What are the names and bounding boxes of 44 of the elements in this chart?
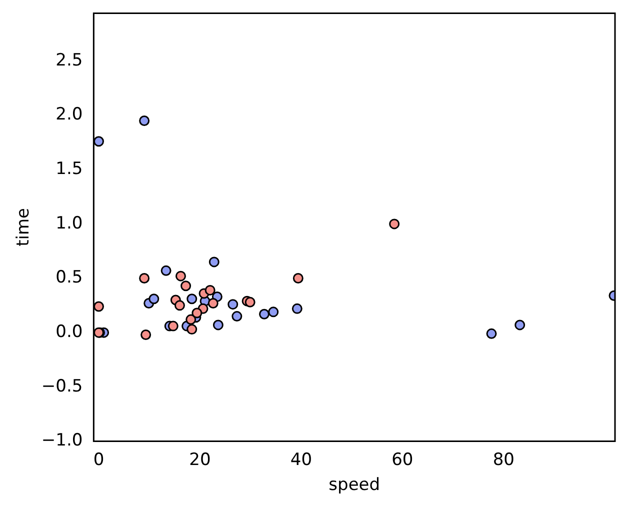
point xyxy=(148,294,160,304)
point xyxy=(486,328,497,339)
point xyxy=(94,136,104,147)
y-tick-label: −0.5 xyxy=(41,376,83,396)
point xyxy=(292,273,304,284)
point xyxy=(175,270,186,282)
point xyxy=(160,265,172,276)
point xyxy=(259,308,270,320)
point xyxy=(208,298,218,308)
point xyxy=(186,324,198,335)
point xyxy=(514,320,526,330)
point xyxy=(208,256,220,268)
point xyxy=(180,280,192,292)
point xyxy=(244,296,256,308)
point xyxy=(192,308,202,318)
y-tick-label: 0.0 xyxy=(56,322,83,342)
x-tick-label: 0 xyxy=(93,450,104,470)
y-tick-label: 2.0 xyxy=(56,104,83,125)
x-tick-label: 60 xyxy=(392,450,414,470)
x-axis-title: speed xyxy=(328,475,380,496)
point xyxy=(139,115,150,126)
x-tick-label: 80 xyxy=(492,450,514,470)
x-tick-label: 40 xyxy=(290,450,312,470)
point xyxy=(140,329,152,340)
point xyxy=(174,300,185,311)
y-tick-label: 2.5 xyxy=(56,50,83,70)
point xyxy=(168,320,178,332)
y-axis-title: time xyxy=(14,208,34,246)
point xyxy=(186,294,198,304)
y-tick-label: 0.5 xyxy=(56,268,83,288)
point xyxy=(94,301,104,312)
point xyxy=(292,303,302,314)
y-tick-label: −1.0 xyxy=(41,430,83,451)
y-tick-label: 1.5 xyxy=(56,159,83,180)
point xyxy=(212,320,224,330)
y-tick-label: 1.0 xyxy=(56,213,83,234)
point xyxy=(389,218,400,230)
point xyxy=(228,299,238,310)
point xyxy=(186,314,196,325)
point xyxy=(268,306,279,318)
x-tick-label: 20 xyxy=(189,450,211,470)
point xyxy=(232,311,242,322)
point xyxy=(204,284,216,296)
point xyxy=(139,273,150,284)
